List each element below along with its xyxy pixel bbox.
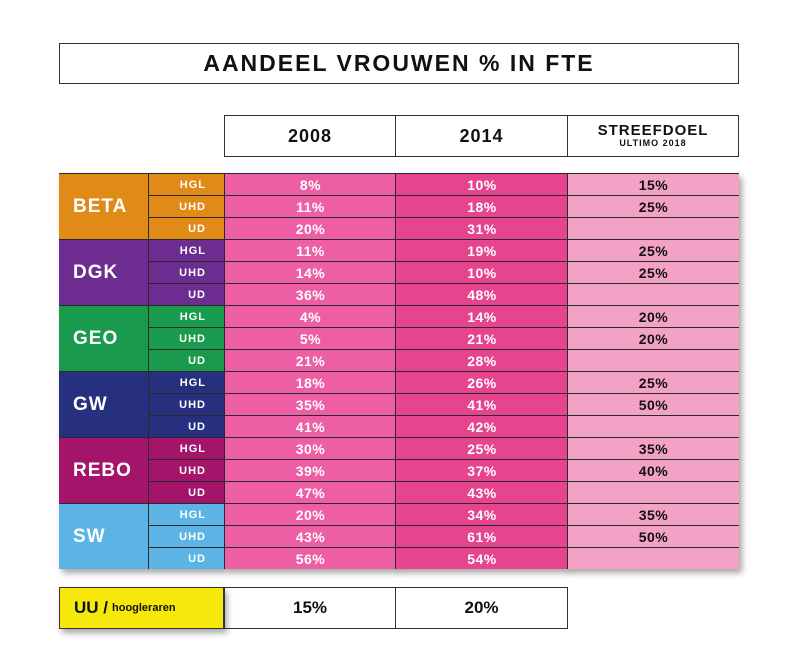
value-cell-y2008: 20%	[224, 217, 396, 239]
value-cell-y2008: 11%	[224, 239, 396, 261]
department-label: DGK	[59, 239, 148, 305]
value-cell-y2014: 26%	[395, 371, 568, 393]
department-label: BETA	[59, 173, 148, 239]
uu-summary-label: UU / hoogleraren	[59, 587, 224, 629]
value-cell-y2008: 21%	[224, 349, 396, 371]
value-cell-y2014: 48%	[395, 283, 568, 305]
level-label: HGL	[148, 437, 224, 459]
level-label: UHD	[148, 195, 224, 217]
level-label: UD	[148, 481, 224, 503]
header-target-label: STREEFDOEL	[597, 122, 709, 139]
uu-label-sub: hoogleraren	[112, 602, 176, 614]
value-cell-y2008: 36%	[224, 283, 396, 305]
value-cell-y2008: 56%	[224, 547, 396, 569]
department-label: REBO	[59, 437, 148, 503]
value-cell-target: 25%	[567, 195, 739, 217]
value-cell-target	[567, 481, 739, 503]
uu-label-main: UU /	[74, 598, 108, 617]
value-cell-target: 25%	[567, 261, 739, 283]
level-label: UD	[148, 547, 224, 569]
value-cell-target: 20%	[567, 305, 739, 327]
level-label: UHD	[148, 525, 224, 547]
value-cell-y2014: 34%	[395, 503, 568, 525]
value-cell-y2008: 35%	[224, 393, 396, 415]
value-cell-y2014: 10%	[395, 173, 568, 195]
value-cell-y2014: 25%	[395, 437, 568, 459]
level-label: HGL	[148, 305, 224, 327]
value-cell-y2008: 14%	[224, 261, 396, 283]
header-2014: 2014	[395, 115, 568, 157]
header-2008: 2008	[224, 115, 396, 157]
value-cell-y2008: 5%	[224, 327, 396, 349]
department-label: GEO	[59, 305, 148, 371]
value-cell-target: 35%	[567, 503, 739, 525]
value-cell-target: 40%	[567, 459, 739, 481]
value-cell-y2008: 47%	[224, 481, 396, 503]
value-cell-target: 25%	[567, 239, 739, 261]
level-label: HGL	[148, 371, 224, 393]
value-cell-y2014: 43%	[395, 481, 568, 503]
header-2008-label: 2008	[287, 125, 333, 146]
level-label: UHD	[148, 327, 224, 349]
department-label: GW	[59, 371, 148, 437]
value-cell-target	[567, 415, 739, 437]
value-cell-y2014: 28%	[395, 349, 568, 371]
level-label: UD	[148, 415, 224, 437]
department-label: SW	[59, 503, 148, 569]
value-cell-y2014: 54%	[395, 547, 568, 569]
value-cell-y2014: 10%	[395, 261, 568, 283]
level-label: HGL	[148, 503, 224, 525]
value-cell-y2014: 42%	[395, 415, 568, 437]
value-cell-target: 25%	[567, 371, 739, 393]
value-cell-y2008: 39%	[224, 459, 396, 481]
value-cell-y2008: 8%	[224, 173, 396, 195]
value-cell-y2014: 41%	[395, 393, 568, 415]
value-cell-target: 35%	[567, 437, 739, 459]
value-cell-y2008: 30%	[224, 437, 396, 459]
header-target-sublabel: ULTIMO 2018	[619, 138, 687, 148]
value-cell-y2014: 37%	[395, 459, 568, 481]
header-target: STREEFDOEL ULTIMO 2018	[567, 115, 739, 157]
value-cell-target	[567, 349, 739, 371]
value-cell-y2014: 61%	[395, 525, 568, 547]
value-cell-y2014: 14%	[395, 305, 568, 327]
value-cell-y2008: 20%	[224, 503, 396, 525]
value-cell-y2008: 11%	[224, 195, 396, 217]
value-cell-y2008: 18%	[224, 371, 396, 393]
value-cell-y2008: 4%	[224, 305, 396, 327]
level-label: UD	[148, 349, 224, 371]
value-cell-target: 15%	[567, 173, 739, 195]
value-cell-y2008: 43%	[224, 525, 396, 547]
value-cell-y2008: 41%	[224, 415, 396, 437]
value-cell-y2014: 19%	[395, 239, 568, 261]
value-cell-target: 20%	[567, 327, 739, 349]
value-cell-y2014: 31%	[395, 217, 568, 239]
level-label: HGL	[148, 239, 224, 261]
level-label: UHD	[148, 459, 224, 481]
chart-title: AANDEEL VROUWEN % IN FTE	[59, 43, 739, 84]
value-cell-target	[567, 547, 739, 569]
uu-value-2008: 15%	[224, 587, 396, 629]
value-cell-target: 50%	[567, 525, 739, 547]
level-label: HGL	[148, 173, 224, 195]
value-cell-target: 50%	[567, 393, 739, 415]
value-cell-y2014: 18%	[395, 195, 568, 217]
value-cell-target	[567, 217, 739, 239]
level-label: UD	[148, 217, 224, 239]
level-label: UHD	[148, 393, 224, 415]
value-cell-y2014: 21%	[395, 327, 568, 349]
level-label: UHD	[148, 261, 224, 283]
uu-value-2014: 20%	[395, 587, 568, 629]
level-label: UD	[148, 283, 224, 305]
header-2014-label: 2014	[459, 125, 504, 146]
value-cell-target	[567, 283, 739, 305]
